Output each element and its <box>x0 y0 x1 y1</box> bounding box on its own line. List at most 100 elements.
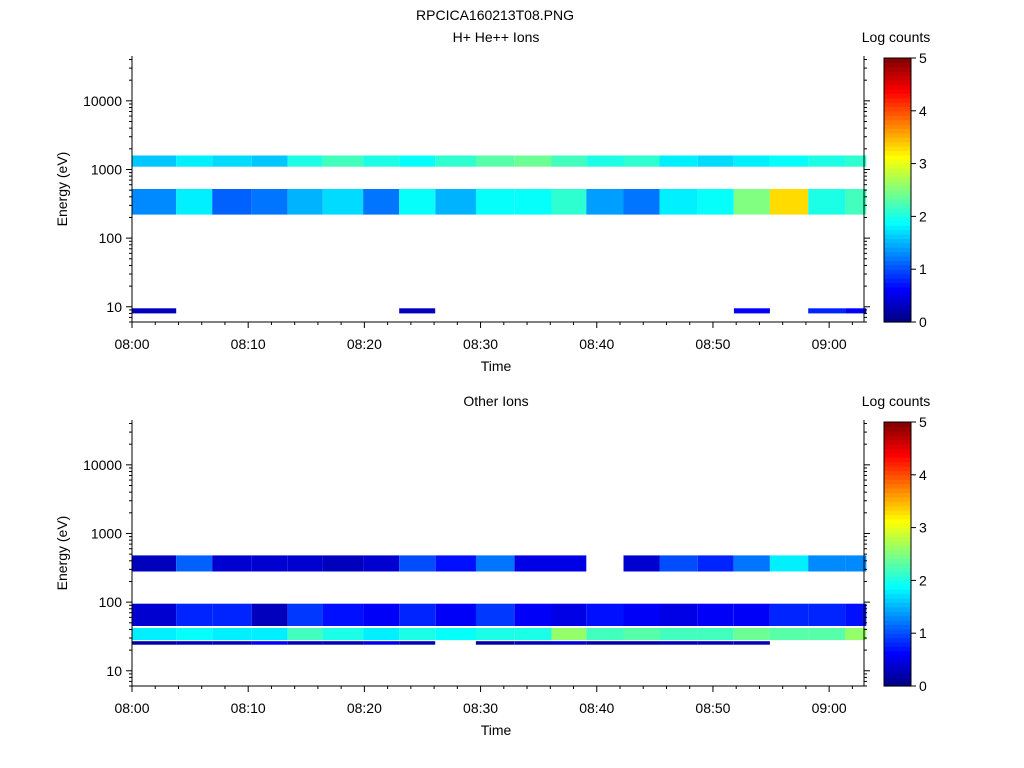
panel-2-colorbar-segment <box>884 642 911 647</box>
panel-1-colorbar-segment <box>884 66 911 72</box>
panel-1-heatmap-cell <box>322 155 364 167</box>
panel-2-colorbar-segment <box>884 540 911 546</box>
panel-2-colorbar-segment <box>884 677 911 683</box>
panel-2-heatmap-cell <box>551 641 587 645</box>
panel-2-colorbar-tick-label: 0 <box>919 678 927 694</box>
panel-1-heatmap-cell <box>659 155 698 167</box>
panel-2-colorbar-segment <box>884 523 911 529</box>
panel-2-heatmap-cell <box>586 603 624 626</box>
panel-1-heatmap-cell <box>287 155 323 167</box>
panel-2-colorbar-segment <box>884 633 911 639</box>
panel-1-x-tick-label: 08:10 <box>231 336 266 352</box>
panel-1-x-tick-label: 08:00 <box>114 336 149 352</box>
panel-2-heatmap-cell <box>399 555 436 572</box>
panel-2-heatmap-cell <box>399 628 436 641</box>
panel-2-heatmap-cell <box>659 628 698 641</box>
panel-1-heatmap-cell <box>399 189 436 215</box>
panel-2-y-tick-label: 10000 <box>83 457 122 473</box>
panel-2-heatmap-cell <box>287 555 323 572</box>
panel-2-colorbar-segment <box>884 571 911 577</box>
panel-1-heatmap-cell <box>363 189 400 215</box>
panel-2-colorbar-segment <box>884 562 911 568</box>
panel-1-colorbar-segment <box>884 71 911 77</box>
panel-2-heatmap-cell <box>363 603 400 626</box>
panel-1-x-tick-label: 08:40 <box>579 336 614 352</box>
panel-1-colorbar-segment <box>884 93 911 99</box>
panel-1-colorbar-segment <box>884 313 911 319</box>
panel-2-heatmap-cell <box>176 603 213 626</box>
panel-2-heatmap-cell <box>623 555 660 572</box>
panel-2-colorbar-segment <box>884 510 911 515</box>
panel-2-x-axis-label: Time <box>481 722 512 738</box>
panel-1-title: H+ He++ Ions <box>453 29 540 45</box>
panel-2-heatmap-cell <box>697 603 734 626</box>
panel-2-colorbar-segment <box>884 518 911 524</box>
panel-1-heatmap-cell <box>586 155 624 167</box>
panel-1-y-tick-label: 100 <box>99 230 123 246</box>
panel-2-colorbar-segment <box>884 558 911 564</box>
panel-2-colorbar-segment <box>884 466 911 471</box>
panel-2-colorbar-segment <box>884 474 911 480</box>
panel-1-colorbar-segment <box>884 84 911 90</box>
panel-1-heatmap-cell <box>697 189 734 215</box>
panel-1-colorbar-segment <box>884 181 911 187</box>
panel-2-heatmap-cell <box>514 555 552 572</box>
panel-2-colorbar-segment <box>884 620 911 625</box>
panel-2-colorbar-tick-label: 4 <box>919 467 927 483</box>
panel-2-heatmap-cell <box>514 641 552 645</box>
panel-2-heatmap-cell <box>132 603 177 626</box>
panel-1-colorbar-segment <box>884 242 911 248</box>
panel-1-colorbar-segment <box>884 212 911 217</box>
panel-1-heatmap-cell <box>733 155 770 167</box>
panel-2-heatmap-cell <box>733 641 770 645</box>
panel-1-heatmap-cell <box>551 155 587 167</box>
panel-2-heatmap-cell <box>475 628 515 641</box>
panel-2-colorbar-segment <box>884 426 911 432</box>
panel-1-colorbar-segment <box>884 229 911 235</box>
panel-2-colorbar-segment <box>884 668 911 674</box>
panel-1-heatmap-cell <box>435 189 476 215</box>
panel-2-colorbar-segment <box>884 589 911 595</box>
panel-2-x-tick-label: 08:30 <box>463 700 498 716</box>
panel-1-y-tick-label: 1000 <box>91 161 122 177</box>
panel-2-heatmap-cell <box>733 555 770 572</box>
panel-2-heatmap-cell <box>769 603 809 626</box>
panel-1-heatmap-cell <box>808 189 846 215</box>
panel-1-heatmap-cell <box>475 189 515 215</box>
panel-1-x-tick-label: 08:50 <box>695 336 730 352</box>
panel-1-colorbar-segment <box>884 163 911 169</box>
panel-1-colorbar-segment <box>884 124 911 129</box>
panel-2-heatmap-cell <box>322 555 364 572</box>
panel-2-heatmap-cell <box>845 555 867 572</box>
panel-2-colorbar-label: Log counts <box>862 393 931 409</box>
panel-1-heatmap-cell <box>251 189 288 215</box>
panel-2-heatmap-cell <box>212 603 252 626</box>
panel-2-heatmap-cell <box>733 603 770 626</box>
panel-2-colorbar-tick-label: 1 <box>919 625 927 641</box>
panel-2-heatmap-cell <box>287 603 323 626</box>
panel-1-heatmap-cell <box>176 189 213 215</box>
panel-1-colorbar-segment <box>884 198 911 204</box>
panel-2-colorbar-segment <box>884 483 911 489</box>
panel-2-heatmap-cell <box>287 641 323 645</box>
panel-2-heatmap-cell <box>251 641 288 645</box>
panel-2-title: Other Ions <box>463 393 528 409</box>
panel-2-heatmap-cell <box>363 628 400 641</box>
panel-1-heatmap-cell <box>322 189 364 215</box>
panel-1-colorbar-segment <box>884 102 911 107</box>
panel-2-colorbar-segment <box>884 659 911 665</box>
panel-2-y-axis-label: Energy (eV) <box>54 516 70 591</box>
panel-1-heatmap-cell <box>845 189 867 215</box>
panel-2-colorbar-segment <box>884 576 911 581</box>
panel-1-colorbar-segment <box>884 110 911 116</box>
panel-2-colorbar-segment <box>884 655 911 661</box>
panel-1-colorbar-segment <box>884 273 911 279</box>
panel-1-colorbar-segment <box>884 194 911 200</box>
panel-1-heatmap-cell <box>769 155 809 167</box>
panel-2-heatmap-cell <box>475 641 515 645</box>
panel-1-colorbar-tick-label: 5 <box>919 50 927 66</box>
panel-2-colorbar-segment <box>884 501 911 507</box>
panel-2-heatmap-cell <box>514 628 552 641</box>
panel-1-colorbar-segment <box>884 220 911 226</box>
panel-2-heatmap-cell <box>808 628 846 641</box>
